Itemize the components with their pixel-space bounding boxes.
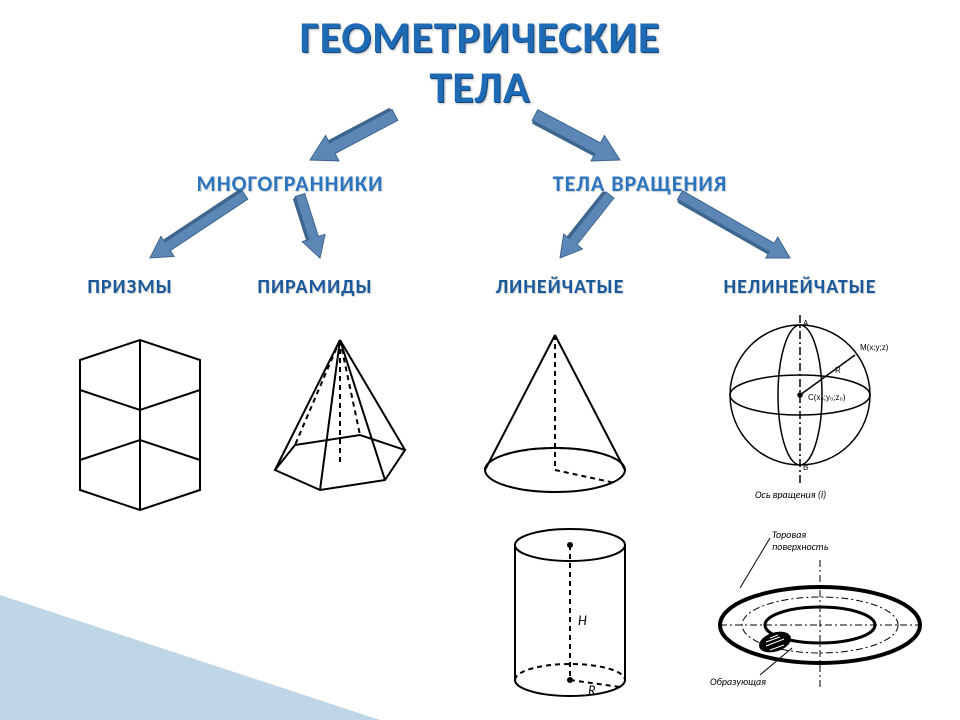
sphere-b-label: B <box>803 463 808 472</box>
sphere-a-label: A <box>803 319 809 328</box>
figure-torus: Торовая поверхность Образующая <box>700 530 940 710</box>
node-polyhedra: МНОГОГРАННИКИ <box>140 170 440 197</box>
cylinder-h-label: H <box>578 612 587 629</box>
main-title-line1: ГЕОМЕТРИЧЕСКИЕ <box>0 10 960 64</box>
node-pyramids: ПИРАМИДЫ <box>185 275 445 299</box>
figure-cone <box>460 315 650 505</box>
figure-prism <box>40 320 240 520</box>
sphere-m-label: M(x;y;z) <box>860 343 889 352</box>
sphere-r-label: R <box>835 366 841 375</box>
cylinder-r-label: R <box>588 682 596 699</box>
node-revolution: ТЕЛА ВРАЩЕНИЯ <box>490 170 790 197</box>
sphere-axis-label: Ось вращения (i) <box>755 488 826 501</box>
figure-sphere: A B M(x;y;z) R C(x₀;y₀;z₀) Ось вращения … <box>700 310 930 510</box>
figure-pyramid <box>245 320 435 510</box>
torus-gen-label: Образующая <box>710 675 766 688</box>
figure-cylinder: H R <box>480 515 660 710</box>
node-nonruled: НЕЛИНЕЙЧАТЫЕ <box>670 275 930 299</box>
sphere-c-label: C(x₀;y₀;z₀) <box>808 393 846 402</box>
main-title-line2: ТЕЛА <box>0 60 960 114</box>
node-ruled: ЛИНЕЙЧАТЫЕ <box>430 275 690 299</box>
torus-surface-label2: поверхность <box>772 540 829 553</box>
